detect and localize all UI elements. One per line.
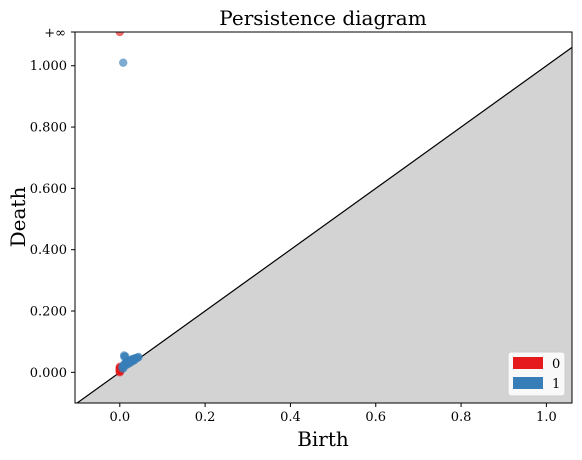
y-tick-label: 0.000 bbox=[30, 366, 67, 381]
y-tick-label: 0.400 bbox=[30, 243, 67, 258]
x-tick-label: 0.0 bbox=[109, 410, 130, 425]
legend-label-1: 1 bbox=[552, 377, 560, 392]
series-1-point bbox=[118, 364, 127, 373]
x-tick-label: 0.6 bbox=[365, 410, 386, 425]
points-layer bbox=[115, 32, 143, 377]
legend: 0 1 bbox=[507, 351, 566, 397]
y-axis-ticks: 0.000 0.200 0.400 0.600 0.800 1.000 bbox=[30, 31, 75, 381]
plot-area bbox=[75, 32, 572, 403]
infinity-tick-label: +∞ bbox=[44, 26, 66, 41]
series-0-point bbox=[115, 32, 124, 37]
x-tick-label: 1.0 bbox=[536, 410, 557, 425]
x-axis-label: Birth bbox=[297, 427, 349, 451]
y-axis-label: Death bbox=[6, 187, 30, 248]
x-tick-label: 0.2 bbox=[195, 410, 216, 425]
x-tick-label: 0.4 bbox=[280, 410, 301, 425]
plot-frame bbox=[74, 31, 573, 404]
y-tick-label: 0.600 bbox=[30, 182, 67, 197]
series-1-point bbox=[119, 58, 128, 67]
x-tick-label: 0.8 bbox=[451, 410, 472, 425]
y-tick-label: 1.000 bbox=[30, 59, 67, 74]
y-tick-label: 0.200 bbox=[30, 305, 67, 320]
series-1-point bbox=[130, 355, 139, 365]
chart-title: Persistence diagram bbox=[219, 6, 426, 30]
legend-label-0: 0 bbox=[552, 357, 560, 372]
y-tick-label: 0.800 bbox=[30, 121, 67, 136]
legend-swatch-0 bbox=[513, 357, 543, 369]
x-axis-ticks: 0.0 0.2 0.4 0.6 0.8 1.0 bbox=[109, 403, 557, 425]
legend-swatch-1 bbox=[513, 377, 543, 389]
diagonal-line bbox=[76, 46, 572, 403]
